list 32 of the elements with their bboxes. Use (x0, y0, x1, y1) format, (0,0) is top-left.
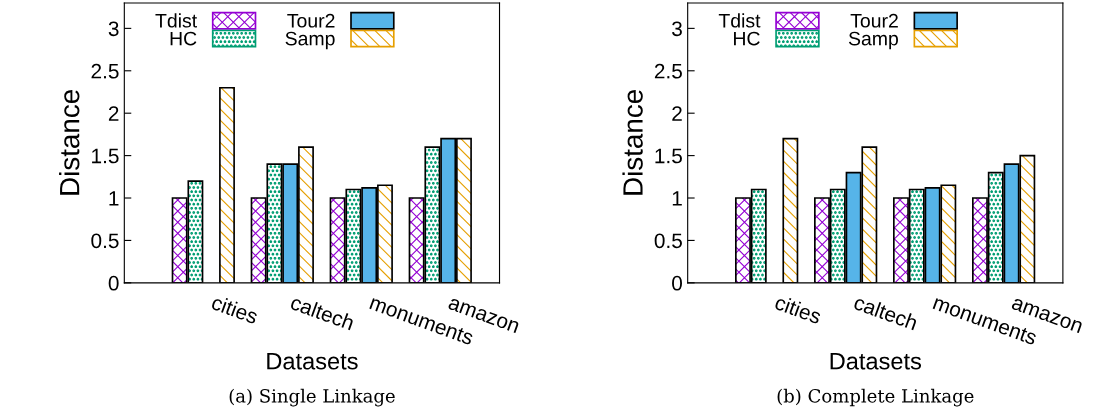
text: (b) Complete Linkage (777, 388, 974, 407)
x-axis-title: Datasets (830, 353, 922, 370)
x-tick-label: caltech (289, 294, 355, 331)
y-tick-label: 0 (108, 275, 119, 291)
y-tick-label: 1 (109, 191, 119, 206)
y-tick-label: 0.5 (654, 233, 682, 249)
y-tick-label: 3 (108, 21, 119, 37)
x-tick-label: cities (210, 294, 260, 325)
y-tick-label: 2.5 (654, 63, 682, 79)
y-tick-label: 1.5 (655, 148, 682, 164)
y-tick-label: 2 (108, 106, 119, 121)
legend-label: Samp (848, 31, 898, 50)
legend-label: Tour2 (287, 13, 335, 28)
y-tick-label: 0 (672, 275, 683, 291)
legend-label: Tour2 (850, 13, 898, 28)
y-tick-label: 2 (672, 106, 682, 121)
text: (a) Single Linkage (229, 388, 395, 407)
x-axis-title: Datasets (267, 353, 358, 370)
y-tick-label: 3 (672, 21, 682, 37)
y-tick-label: 2.5 (91, 63, 119, 79)
x-tick-label: caltech (853, 294, 919, 331)
y-axis-title: Distance (59, 90, 80, 195)
legend-label: Tdist (155, 13, 198, 28)
legend-label: Tdist (718, 13, 761, 28)
legend-label: HC (734, 31, 760, 46)
y-axis-title: Distance (622, 90, 643, 195)
y-tick-label: 1 (672, 191, 682, 206)
legend-label: Samp (285, 31, 335, 50)
x-tick-label: cities (774, 294, 823, 325)
y-tick-label: 1.5 (92, 148, 119, 164)
legend-label: HC (170, 31, 197, 46)
y-tick-label: 0.5 (91, 233, 119, 249)
